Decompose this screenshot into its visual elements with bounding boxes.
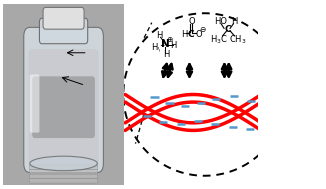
Text: C: C	[225, 25, 231, 34]
Text: H: H	[163, 50, 169, 59]
Text: H$_3$C: H$_3$C	[210, 33, 228, 46]
Text: $\oplus$: $\oplus$	[166, 35, 174, 44]
FancyBboxPatch shape	[3, 4, 124, 185]
Text: H: H	[156, 31, 162, 40]
Text: H$_\backslash$: H$_\backslash$	[151, 41, 162, 54]
FancyBboxPatch shape	[43, 7, 84, 29]
FancyBboxPatch shape	[32, 76, 95, 138]
FancyBboxPatch shape	[29, 165, 98, 169]
FancyBboxPatch shape	[29, 174, 98, 178]
Text: N: N	[161, 39, 170, 49]
Text: O: O	[196, 29, 202, 39]
Text: H: H	[231, 17, 237, 26]
FancyBboxPatch shape	[29, 170, 98, 174]
Text: H: H	[181, 29, 187, 39]
FancyBboxPatch shape	[30, 74, 39, 133]
Text: C: C	[187, 29, 194, 39]
FancyBboxPatch shape	[39, 18, 88, 44]
FancyBboxPatch shape	[24, 27, 103, 173]
FancyBboxPatch shape	[29, 179, 98, 183]
Text: CH$_3$: CH$_3$	[229, 33, 247, 46]
Text: H: H	[170, 41, 177, 50]
Text: HO: HO	[214, 17, 227, 26]
Ellipse shape	[30, 156, 97, 171]
Text: O: O	[188, 17, 195, 26]
FancyBboxPatch shape	[29, 49, 98, 165]
Text: $\ominus$: $\ominus$	[199, 25, 207, 34]
